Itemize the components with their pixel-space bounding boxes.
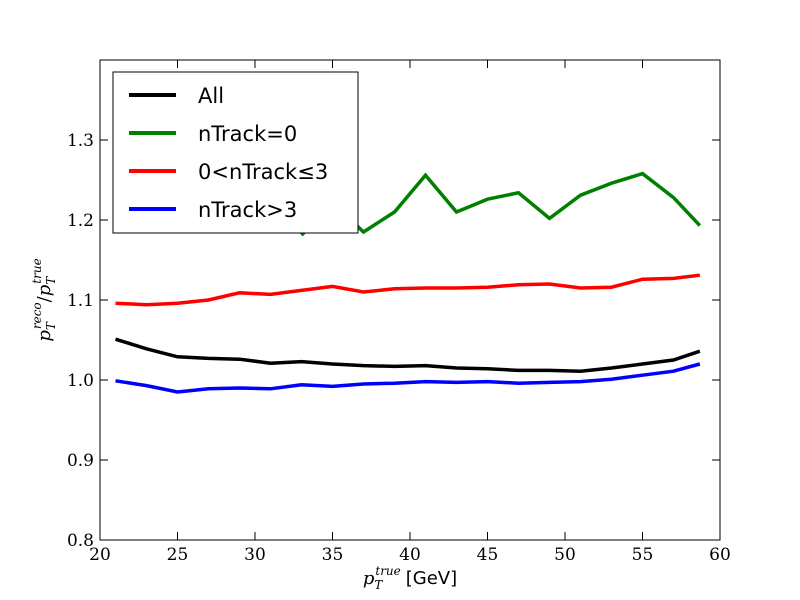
- x-tick-label: 50: [554, 545, 576, 565]
- x-axis-label: pTtrue [GeV]: [363, 564, 457, 592]
- x-tick-label: 35: [322, 545, 344, 565]
- y-tick-label: 0.8: [67, 531, 94, 551]
- series-line-ntrack-0: [300, 171, 702, 237]
- x-axis-label-sup: true: [375, 564, 400, 578]
- legend-box: [112, 71, 359, 234]
- y-tick-label: 1.0: [67, 371, 94, 391]
- x-tick-label: 60: [709, 545, 731, 565]
- x-tick-label: 40: [399, 545, 421, 565]
- y-tick-label: 0.9: [67, 451, 94, 471]
- legend-label-ntrack-0: nTrack=0: [198, 122, 297, 146]
- legend-label-ntrack-3: nTrack>3: [198, 198, 297, 222]
- x-tick-label: 45: [477, 545, 499, 565]
- x-axis-label-sub: T: [374, 578, 383, 592]
- series-line-ntrack-3: [115, 362, 701, 394]
- y-axis-label: pTreco/pTtrue: [30, 258, 58, 341]
- series-lines: [114, 171, 702, 394]
- legend-label-0-ntrack-3: 0<nTrack≤3: [198, 160, 328, 184]
- legend: All nTrack=0 0<nTrack≤3 nTrack>3: [112, 71, 359, 234]
- x-axis-label-unit: [GeV]: [406, 568, 457, 589]
- axis-tick-labels: 20 25 30 35 40 45 50 55 60 0.8 0.9 1.0 1.1 1.2 1.3: [67, 131, 731, 565]
- x-tick-label: 30: [244, 545, 266, 565]
- x-tick-label: 20: [89, 545, 111, 565]
- y-tick-label: 1.1: [67, 291, 94, 311]
- x-tick-label: 55: [632, 545, 654, 565]
- axis-ticks: [99, 60, 721, 541]
- series-line-all: [114, 337, 701, 373]
- y-tick-label: 1.2: [67, 211, 94, 231]
- series-line-0-ntrack-3: [115, 273, 701, 307]
- y-tick-label: 1.3: [67, 131, 94, 151]
- legend-label-all: All: [198, 84, 224, 108]
- x-tick-label: 25: [167, 545, 189, 565]
